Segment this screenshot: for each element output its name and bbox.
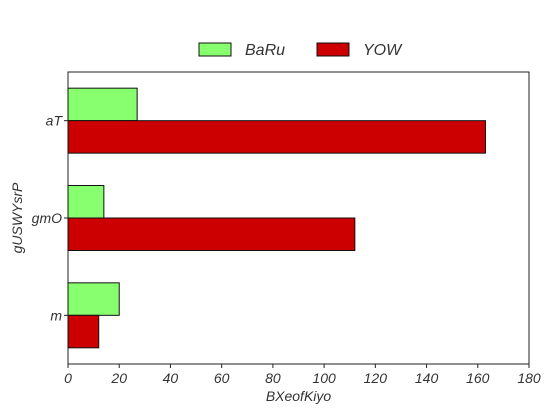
x-tick-label-140: 140: [415, 370, 439, 386]
bar-baru-m: [67, 282, 120, 316]
bar-yow-gmo: [67, 217, 356, 251]
x-tick-label-160: 160: [466, 370, 490, 386]
y-axis-label: gUSWYsrP: [9, 182, 25, 253]
legend: BaRu YOW: [198, 42, 403, 59]
legend-swatch-yow: [316, 42, 350, 57]
legend-label-yow: YOW: [363, 42, 403, 59]
bar-baru-at: [67, 87, 138, 122]
bar-baru-gmo: [67, 185, 105, 219]
y-tick-labels: aT gmO m: [32, 113, 68, 323]
x-tick-label-80: 80: [265, 370, 281, 386]
y-tick-label-at: aT: [46, 113, 64, 129]
legend-swatch-baru: [198, 42, 232, 57]
x-tick-label-60: 60: [214, 370, 230, 386]
x-tick-label-0: 0: [64, 370, 72, 386]
y-tick-label-gmo: gmO: [32, 210, 62, 226]
x-axis-label: BXeofKiyo: [266, 388, 332, 404]
x-tick-label-40: 40: [163, 370, 179, 386]
x-tick-label-100: 100: [312, 370, 336, 386]
legend-label-baru: BaRu: [245, 42, 285, 59]
bar-yow-m: [67, 314, 100, 349]
x-tick-labels: 0 20 40 60 80 100 120 140 160 180: [64, 364, 541, 386]
x-tick-label-120: 120: [364, 370, 388, 386]
bars-group: [67, 87, 486, 349]
y-tick-label-m: m: [50, 307, 62, 323]
bar-yow-at: [67, 120, 486, 154]
x-tick-label-20: 20: [110, 370, 127, 386]
x-tick-label-180: 180: [517, 370, 541, 386]
